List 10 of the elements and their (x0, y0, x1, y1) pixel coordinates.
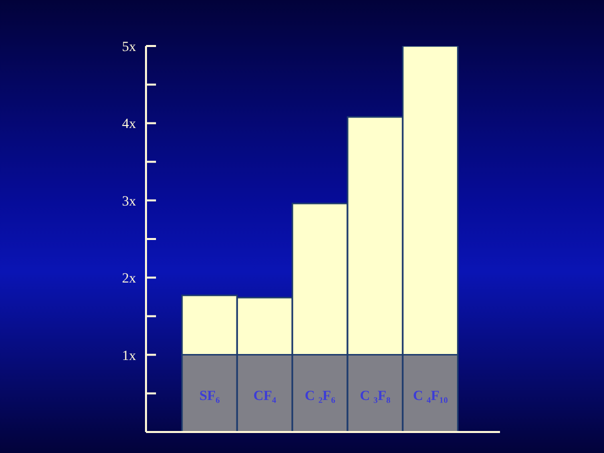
y-tick-label: 4x (122, 117, 136, 132)
y-tick-label: 2x (122, 272, 136, 287)
x-tick-label: C ₄F₁₀ (413, 389, 448, 404)
y-tick-label: 3x (122, 194, 136, 210)
x-tick-label: CF₄ (253, 389, 278, 404)
x-tick-label: C ₂F₆ (304, 389, 336, 404)
x-tick-label: SF₆ (199, 389, 220, 404)
x-tick-label: C ₃F₈ (360, 389, 390, 404)
y-tick-label: 1x (122, 348, 136, 364)
y-tick-label: 5x (122, 40, 136, 55)
